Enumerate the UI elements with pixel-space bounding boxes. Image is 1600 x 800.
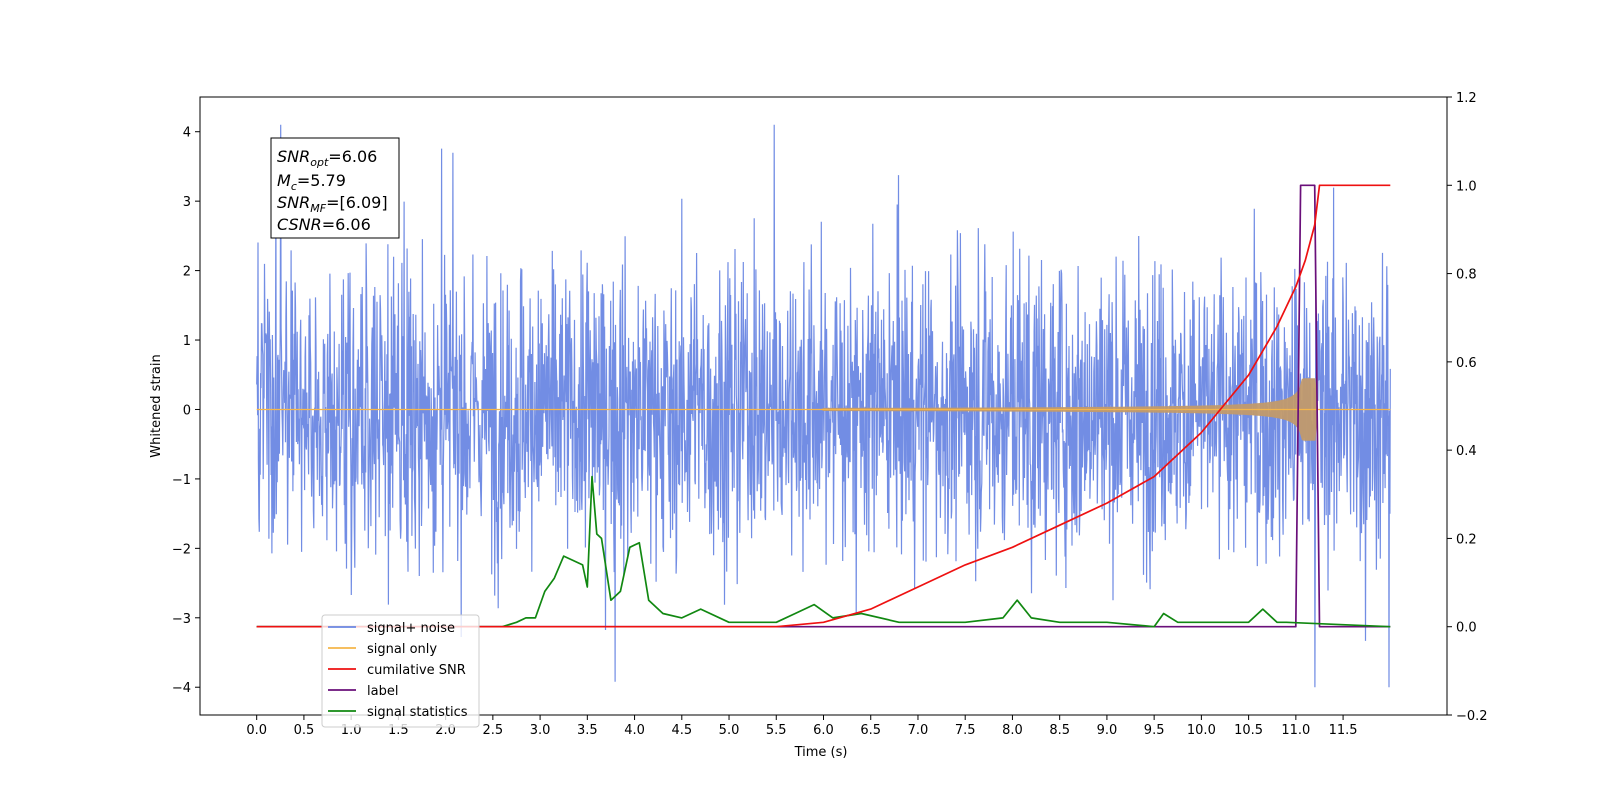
annotation-box: SNRopt=6.06 Mc=5.79 SNRMF=[6.09] CSNR=6.… [270,137,400,239]
x-tick-label: 5.0 [719,723,740,738]
x-tick-label: 0.5 [294,723,315,738]
x-tick-label: 0.0 [246,723,267,738]
x-tick-label: 2.5 [483,723,504,738]
y-axis-right: −0.2 0.0 0.2 0.4 0.6 0.8 1.0 1.2 [1447,91,1488,724]
y2-tick-label: 0.0 [1456,621,1477,636]
y-tick-label: 4 [183,126,191,141]
x-tick-label: 3.0 [530,723,551,738]
annotation-snr-mf: SNRMF=[6.09] [277,193,388,215]
series-cumilative-snr [256,184,1391,628]
x-axis-label: Time (s) [794,745,848,760]
x-tick-label: 6.0 [813,723,834,738]
x-tick-label: 6.5 [860,723,881,738]
x-tick-label: 11.0 [1281,723,1310,738]
y2-tick-label: −0.2 [1456,709,1488,724]
legend-label: signal statistics [367,705,468,720]
legend-label: label [367,684,398,699]
x-tick-label: 4.5 [671,723,692,738]
x-tick-label: 3.5 [577,723,598,738]
y-tick-label: 0 [183,403,191,418]
y-tick-label: −2 [172,542,191,557]
y-axis-label: Whitened strain [149,354,164,457]
legend-label: signal only [367,642,437,657]
y-tick-label: 1 [183,334,191,349]
x-tick-label: 10.5 [1234,723,1263,738]
legend-label: cumilative SNR [367,663,466,678]
annotation-mc: Mc=5.79 [277,171,346,193]
x-tick-label: 7.0 [908,723,929,738]
y-tick-label: 2 [183,265,191,280]
series-label [256,184,1391,628]
signal-only-series [256,378,1391,441]
plot-area [199,96,1448,716]
x-tick-label: 9.0 [1097,723,1118,738]
right-axis-series [256,184,1391,628]
annotation-csnr: CSNR=6.06 [277,215,371,234]
y-axis-left: −4 −3 −2 −1 0 1 2 3 4 [172,126,200,696]
x-tick-label: 11.5 [1329,723,1358,738]
annotation-frame [270,137,400,239]
x-tick-label: 8.0 [1002,723,1023,738]
annotation-snr-opt: SNRopt=6.06 [277,147,377,169]
y-tick-label: 3 [183,195,191,210]
y-tick-label: −4 [172,681,191,696]
y-tick-label: −3 [172,612,191,627]
y2-tick-label: 0.4 [1456,444,1477,459]
y-tick-label: −1 [172,473,191,488]
x-tick-label: 8.5 [1049,723,1070,738]
legend: signal+ noise signal only cumilative SNR la… [321,614,480,728]
legend-label: signal+ noise [367,621,455,636]
y2-tick-label: 0.2 [1456,532,1477,547]
y2-tick-label: 0.6 [1456,356,1477,371]
x-tick-label: 9.5 [1144,723,1165,738]
series-signal-statistics [256,475,1391,628]
legend-frame [321,614,480,728]
x-axis: 0.0 0.5 1.0 1.5 2.0 2.5 3.0 3.5 4.0 4.5 5.0 5.5 6.0 6… [246,715,1358,738]
x-tick-label: 5.5 [766,723,787,738]
y2-tick-label: 0.8 [1456,268,1477,283]
x-tick-label: 7.5 [955,723,976,738]
y2-tick-label: 1.2 [1456,91,1477,106]
y2-tick-label: 1.0 [1456,179,1477,194]
x-tick-label: 10.0 [1187,723,1216,738]
x-tick-label: 4.0 [624,723,645,738]
